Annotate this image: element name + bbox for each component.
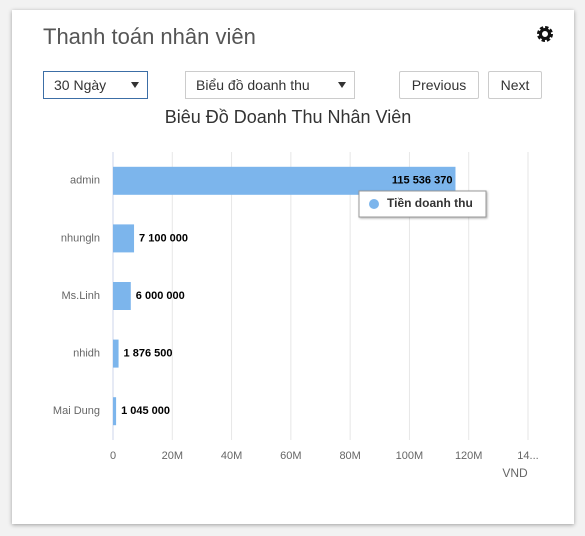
panel-title: Thanh toán nhân viên [43,24,256,49]
period-text: 30 Ngày [54,77,107,93]
chart-select-text: Biểu đồ doanh thu [196,77,310,93]
dropdown-arrow [338,82,346,88]
dropdown-arrow [131,82,139,88]
next-button[interactable]: Next [488,71,542,99]
chart-select[interactable]: Biểu đồ doanh thu [185,71,355,99]
previous-button[interactable]: Previous [399,71,479,99]
settings-icon[interactable] [536,25,554,43]
period-select[interactable]: 30 Ngày [43,71,148,99]
